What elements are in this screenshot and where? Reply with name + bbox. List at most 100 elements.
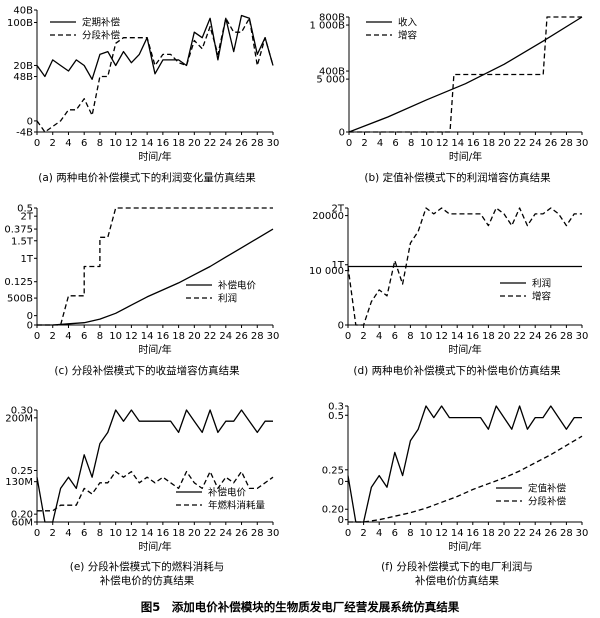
x-tick-label: 26 <box>544 528 557 539</box>
panel-e: 0 2 4 6 8 10 12 14 16 18 20 22 24 26 28 30时间/年0.30200M0… <box>5 406 279 588</box>
series-line-2 <box>37 470 274 512</box>
x-tick-label: 2 <box>50 528 56 539</box>
x-tick-label: 0 <box>34 331 40 342</box>
y-tick-label: 2T <box>332 204 345 215</box>
x-tick-label: 24 <box>219 331 232 342</box>
x-tick-label: 24 <box>529 528 542 539</box>
x-axis-label: 时间/年 <box>449 150 482 163</box>
x-tick-label: 18 <box>172 331 185 342</box>
x-tick-label: 2 <box>361 138 367 149</box>
x-tick-label: 22 <box>513 331 526 342</box>
x-tick-label: 8 <box>97 331 103 342</box>
y-tick-label: 0 <box>27 311 33 322</box>
y-tick-label: 60M <box>12 518 33 529</box>
x-tick-label: 22 <box>204 528 217 539</box>
panel-d: 0 2 4 6 8 10 12 14 16 18 20 22 24 26 28 30时间/年2T200001T… <box>309 204 588 378</box>
y-tick-label: 500B <box>7 294 33 305</box>
x-tick-label: 20 <box>188 138 201 149</box>
x-tick-label: 20 <box>188 528 201 539</box>
series-line-1 <box>347 405 582 523</box>
x-tick-label: 16 <box>156 331 169 342</box>
y-tick-label: 0.25 <box>322 465 344 476</box>
y-tick-label: 0 <box>338 321 344 332</box>
x-tick-label: 16 <box>466 528 479 539</box>
axis-lines <box>36 208 273 326</box>
x-tick-label: 10 <box>109 528 122 539</box>
x-tick-label: 14 <box>451 138 464 149</box>
panel-caption-line1: (f) 分段补偿模式下的电厂利润与 <box>381 560 533 573</box>
x-tick-label: 10 <box>420 528 433 539</box>
x-tick-label: 4 <box>65 331 71 342</box>
legend-label: 分段补偿 <box>528 496 567 508</box>
panel-caption-line1: (e) 分段补偿模式下的燃料消耗与 <box>70 560 225 573</box>
panel-caption-line2: 补偿电价的仿真结果 <box>100 574 195 587</box>
x-tick-label: 14 <box>451 528 464 539</box>
panel-caption: (b) 定值补偿模式下的利润增容仿真结果 <box>364 171 551 184</box>
y-tick-label: -4B <box>16 128 33 139</box>
x-tick-label: 6 <box>81 528 87 539</box>
x-tick-label: 4 <box>376 528 382 539</box>
x-tick-label: 0 <box>345 528 351 539</box>
panel-caption: (c) 分段补偿模式下的收益增容仿真结果 <box>54 364 240 377</box>
y-tick-label: 1.5T <box>11 236 34 247</box>
x-tick-label: 22 <box>513 138 526 149</box>
legend-label: 利润 <box>532 278 551 290</box>
x-tick-label: 26 <box>545 138 558 149</box>
y-tick-label: 0.25 <box>11 466 33 477</box>
y-tick-label: 0.30 <box>11 406 33 417</box>
y-tick-label: 0 <box>27 116 33 127</box>
legend-label: 补偿电价 <box>218 280 257 292</box>
x-axis-label: 时间/年 <box>138 540 171 553</box>
x-tick-label: 6 <box>392 528 398 539</box>
series-line-1 <box>37 228 274 326</box>
x-tick-label: 24 <box>219 528 232 539</box>
x-tick-label: 10 <box>109 331 122 342</box>
y-tick-label: 0.20 <box>11 510 33 521</box>
x-tick-label: 18 <box>172 138 185 149</box>
legend-label: 分段补偿 <box>82 30 121 42</box>
x-tick-label: 8 <box>407 528 413 539</box>
x-tick-label: 24 <box>529 138 542 149</box>
x-tick-label: 26 <box>544 331 557 342</box>
x-tick-label: 28 <box>251 138 264 149</box>
x-tick-label: 2 <box>50 138 56 149</box>
x-tick-label: 8 <box>97 528 103 539</box>
x-tick-label: 28 <box>560 331 573 342</box>
x-tick-label: 28 <box>560 528 573 539</box>
x-tick-label: 20 <box>188 331 201 342</box>
x-tick-label: 8 <box>408 138 414 149</box>
series-line-2 <box>37 207 273 326</box>
x-tick-label: 0 <box>34 138 40 149</box>
y-tick-label: 48B <box>13 72 33 83</box>
y-tick-label: 1 000B <box>310 21 346 32</box>
y-tick-label: 200M <box>5 413 33 424</box>
legend-label: 收入 <box>398 17 418 29</box>
x-tick-label: 0 <box>346 138 352 149</box>
x-tick-label: 12 <box>435 528 448 539</box>
y-tick-label: 10 000 <box>309 266 344 277</box>
x-tick-label: 14 <box>451 331 464 342</box>
x-tick-label: 14 <box>141 331 154 342</box>
x-tick-label: 18 <box>482 331 495 342</box>
x-tick-label: 26 <box>235 528 248 539</box>
x-tick-label: 14 <box>141 138 154 149</box>
series-line-2 <box>349 16 582 133</box>
y-tick-label: 0.125 <box>4 277 33 288</box>
x-tick-label: 0 <box>345 331 351 342</box>
y-tick-label: 1T <box>332 260 345 271</box>
x-tick-label: 16 <box>156 528 169 539</box>
x-tick-label: 30 <box>267 331 280 342</box>
legend-label: 增容 <box>532 291 552 303</box>
x-tick-label: 12 <box>436 138 449 149</box>
series-line-2 <box>348 435 583 523</box>
x-tick-label: 30 <box>267 528 280 539</box>
x-axis-label: 时间/年 <box>138 150 171 163</box>
x-tick-label: 30 <box>576 331 589 342</box>
y-tick-label: 0.3 <box>328 402 344 413</box>
panel-caption: (d) 两种电价补偿模式下的补偿电价仿真结果 <box>353 364 561 377</box>
panel-f: 0 2 4 6 8 10 12 14 16 18 20 22 24 26 28 30时间/年0.30.50.2… <box>322 402 589 588</box>
